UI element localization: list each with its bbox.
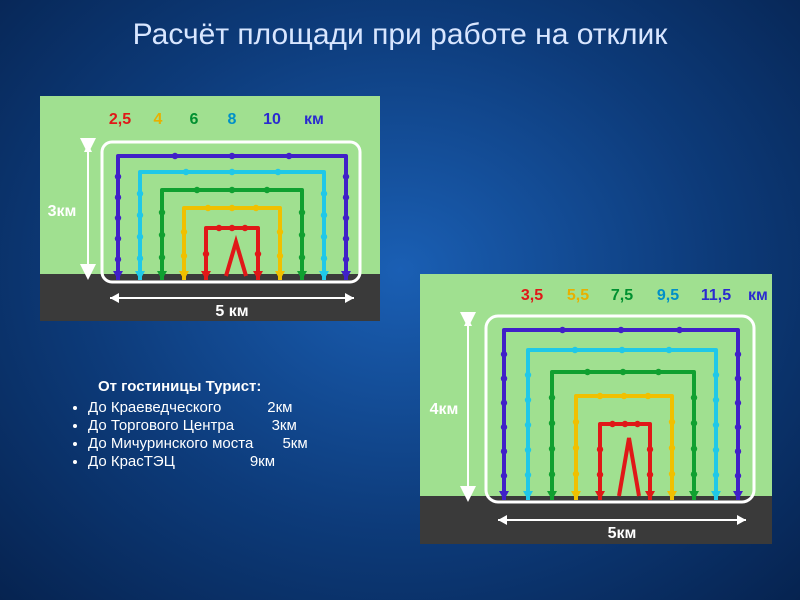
svg-text:4: 4 (154, 111, 163, 128)
svg-text:5км: 5км (608, 525, 637, 542)
svg-text:10: 10 (263, 111, 281, 128)
distance-list-header: От гостиницы Турист: (98, 378, 308, 395)
svg-text:км: км (304, 111, 324, 128)
svg-text:км: км (748, 287, 768, 304)
svg-text:7,5: 7,5 (611, 287, 633, 304)
page-title: Расчёт площади при работе на отклик (0, 0, 800, 52)
svg-text:8: 8 (228, 111, 237, 128)
distance-item: До Мичуринского моста 5км (88, 435, 308, 452)
distance-item: До Краеведческого 2км (88, 399, 308, 416)
svg-text:5 км: 5 км (215, 303, 248, 320)
diagram-svg-2: 3,5 5,5 7,5 9,5 11,5 км 4км 5км (420, 274, 772, 544)
svg-text:2,5: 2,5 (109, 111, 131, 128)
svg-text:5,5: 5,5 (567, 287, 589, 304)
svg-text:3,5: 3,5 (521, 287, 543, 304)
distance-item: До КрасТЭЦ 9км (88, 453, 308, 470)
svg-text:3км: 3км (48, 203, 77, 220)
svg-text:4км: 4км (430, 401, 459, 418)
diagram-panel-2: 3,5 5,5 7,5 9,5 11,5 км 4км 5км (420, 274, 772, 544)
svg-text:11,5: 11,5 (701, 287, 731, 304)
distance-item: До Торгового Центра 3км (88, 417, 308, 434)
diagram-panel-1: 2,5 4 6 8 10 км 3км 5 км (40, 96, 380, 321)
svg-text:6: 6 (190, 111, 199, 128)
distance-list: От гостиницы Турист: До Краеведческого 2… (70, 378, 308, 471)
diagram-svg-1: 2,5 4 6 8 10 км 3км 5 км (40, 96, 380, 321)
svg-text:9,5: 9,5 (657, 287, 679, 304)
